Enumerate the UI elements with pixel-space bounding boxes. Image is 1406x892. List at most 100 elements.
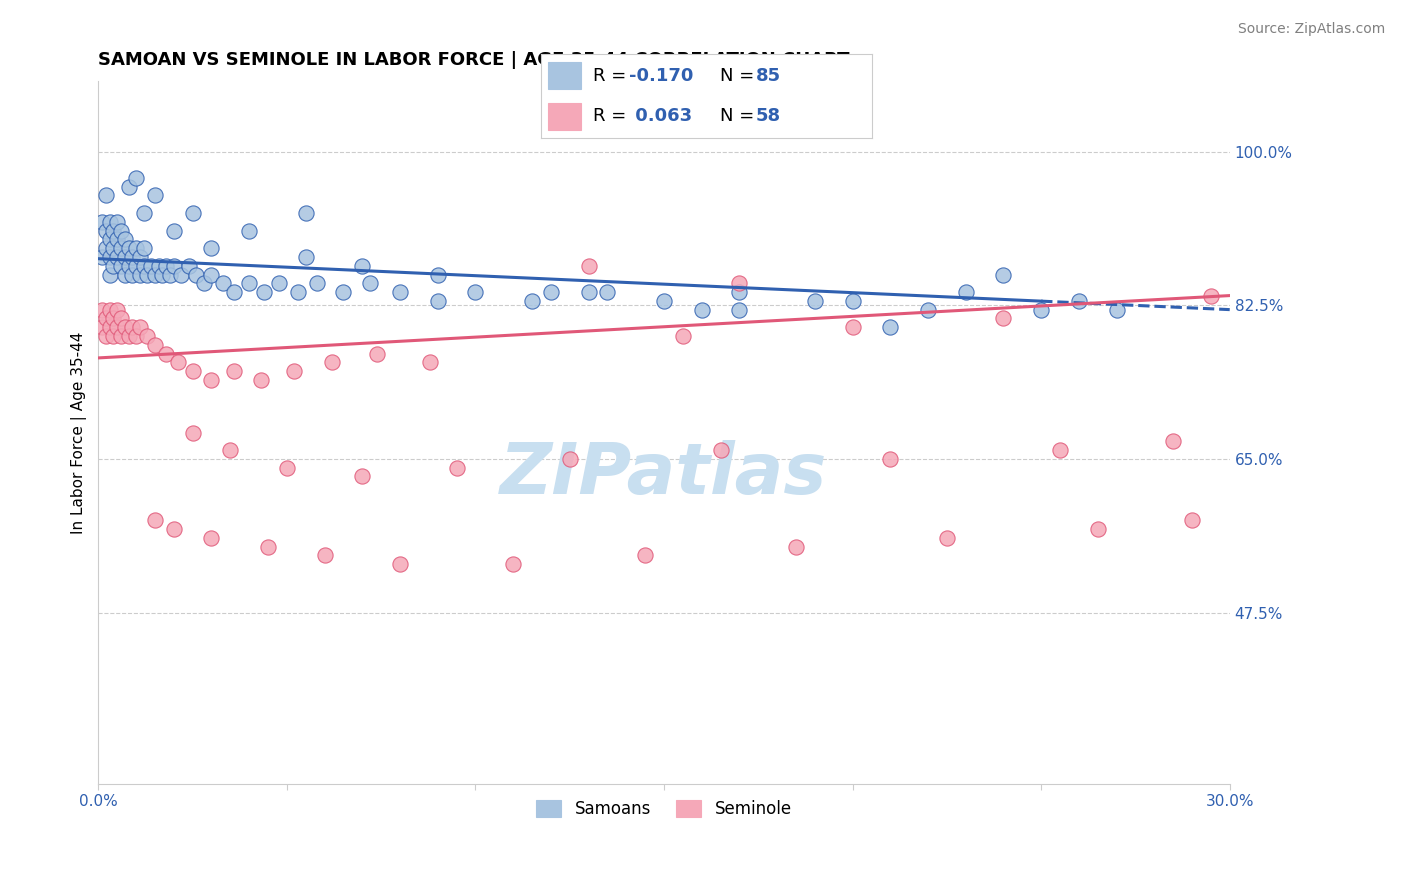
Point: [728, 302, 751, 317]
Point: [110, 311, 132, 326]
Point: [155, 259, 177, 273]
Point: [1049, 443, 1071, 458]
Point: [98, 215, 121, 229]
Point: [105, 320, 128, 334]
Point: [163, 224, 186, 238]
Point: [502, 558, 524, 572]
Point: [211, 277, 233, 291]
Point: [91, 320, 114, 334]
Point: [955, 285, 977, 299]
Point: [103, 259, 125, 273]
Point: [94, 311, 117, 326]
Point: [596, 285, 619, 299]
Point: [841, 320, 863, 334]
Point: [193, 277, 215, 291]
Point: [426, 293, 449, 308]
Point: [283, 364, 305, 378]
Point: [219, 443, 242, 458]
Point: [200, 241, 222, 255]
Text: SAMOAN VS SEMINOLE IN LABOR FORCE | AGE 35-44 CORRELATION CHART: SAMOAN VS SEMINOLE IN LABOR FORCE | AGE …: [98, 51, 849, 69]
Point: [307, 277, 329, 291]
Point: [141, 259, 163, 273]
Point: [110, 259, 132, 273]
Point: [728, 285, 751, 299]
Point: [321, 355, 343, 369]
Point: [103, 224, 125, 238]
Point: [91, 302, 114, 317]
Point: [1031, 302, 1053, 317]
Text: ZIPatlas: ZIPatlas: [501, 440, 828, 509]
Point: [276, 460, 298, 475]
Point: [558, 451, 581, 466]
Point: [98, 268, 121, 282]
Point: [294, 206, 316, 220]
Point: [993, 268, 1015, 282]
Point: [114, 232, 136, 246]
Point: [125, 259, 148, 273]
Point: [91, 215, 114, 229]
Point: [389, 558, 412, 572]
Point: [94, 224, 117, 238]
Point: [728, 277, 751, 291]
Point: [105, 302, 128, 317]
Legend: Samoans, Seminole: Samoans, Seminole: [530, 793, 799, 824]
Point: [238, 224, 260, 238]
Point: [159, 268, 181, 282]
Text: 0.063: 0.063: [628, 107, 692, 125]
Bar: [548, 62, 581, 89]
Point: [917, 302, 939, 317]
Point: [224, 364, 246, 378]
Point: [520, 293, 543, 308]
Point: [103, 329, 125, 343]
Point: [181, 206, 204, 220]
Point: [125, 170, 148, 185]
Point: [136, 329, 159, 343]
Y-axis label: In Labor Force | Age 35-44: In Labor Force | Age 35-44: [72, 331, 87, 533]
Point: [105, 232, 128, 246]
Point: [114, 250, 136, 264]
Point: [105, 250, 128, 264]
Point: [269, 277, 291, 291]
Point: [634, 549, 657, 563]
Point: [1087, 522, 1109, 536]
Text: N =: N =: [720, 67, 759, 85]
Point: [841, 293, 863, 308]
Point: [132, 241, 155, 255]
Point: [163, 259, 186, 273]
Point: [114, 320, 136, 334]
Point: [155, 346, 177, 360]
Point: [540, 285, 562, 299]
Point: [419, 355, 441, 369]
Point: [152, 268, 174, 282]
Point: [177, 259, 200, 273]
Point: [1067, 293, 1090, 308]
Point: [132, 206, 155, 220]
Point: [143, 188, 166, 202]
Point: [287, 285, 309, 299]
Point: [359, 277, 381, 291]
Point: [652, 293, 675, 308]
Point: [879, 451, 901, 466]
Point: [121, 250, 143, 264]
Point: [98, 320, 121, 334]
Point: [143, 513, 166, 527]
Point: [103, 311, 125, 326]
Point: [103, 241, 125, 255]
Point: [181, 425, 204, 440]
Point: [935, 531, 957, 545]
Point: [143, 268, 166, 282]
Point: [91, 250, 114, 264]
Point: [181, 364, 204, 378]
Text: Source: ZipAtlas.com: Source: ZipAtlas.com: [1237, 22, 1385, 37]
Point: [200, 373, 222, 387]
Point: [257, 540, 280, 554]
Point: [366, 346, 388, 360]
Point: [128, 320, 150, 334]
Point: [94, 329, 117, 343]
Text: R =: R =: [592, 107, 631, 125]
Point: [132, 259, 155, 273]
Point: [1199, 289, 1222, 303]
Point: [98, 250, 121, 264]
Point: [94, 188, 117, 202]
Point: [249, 373, 271, 387]
